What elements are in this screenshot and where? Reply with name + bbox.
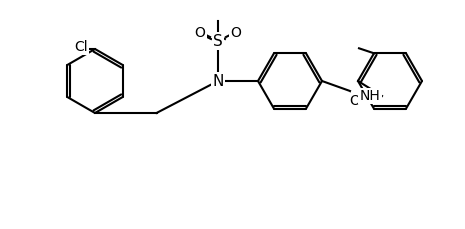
Text: O: O <box>350 94 360 108</box>
Text: O: O <box>194 26 206 40</box>
Text: Cl: Cl <box>74 40 88 54</box>
Text: O: O <box>231 26 241 40</box>
Text: NH: NH <box>359 89 380 103</box>
Text: N: N <box>213 74 224 88</box>
Text: S: S <box>213 33 223 49</box>
